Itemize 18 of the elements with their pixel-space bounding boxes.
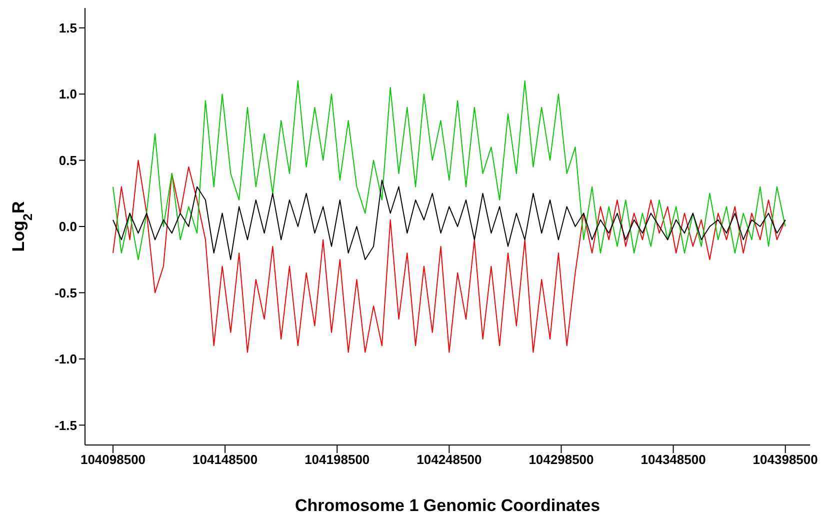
y-tick-label: -1.0: [54, 352, 77, 367]
x-tick-label: 104348500: [640, 452, 706, 468]
x-tick-label: 104248500: [416, 452, 482, 468]
y-tick-label: 0.5: [58, 152, 77, 168]
line-series: [112, 180, 786, 260]
y-tick-label: -0.5: [54, 285, 77, 300]
y-tick-label: 1.5: [58, 20, 77, 36]
line-series: [112, 80, 786, 260]
x-tick-label: 104398500: [752, 452, 818, 468]
line-series: [112, 160, 786, 353]
x-tick-label: 104148500: [192, 452, 258, 468]
x-tick-label: 104098500: [80, 452, 146, 468]
y-tick-label: 0.0: [58, 219, 77, 234]
y-tick-label: -1.5: [54, 418, 77, 433]
y-tick-label: 1.0: [58, 86, 77, 102]
x-tick-label: 104198500: [304, 452, 370, 468]
x-axis-title: Chromosome 1 Genomic Coordinates: [294, 496, 600, 515]
x-tick-label: 104298500: [528, 452, 594, 468]
